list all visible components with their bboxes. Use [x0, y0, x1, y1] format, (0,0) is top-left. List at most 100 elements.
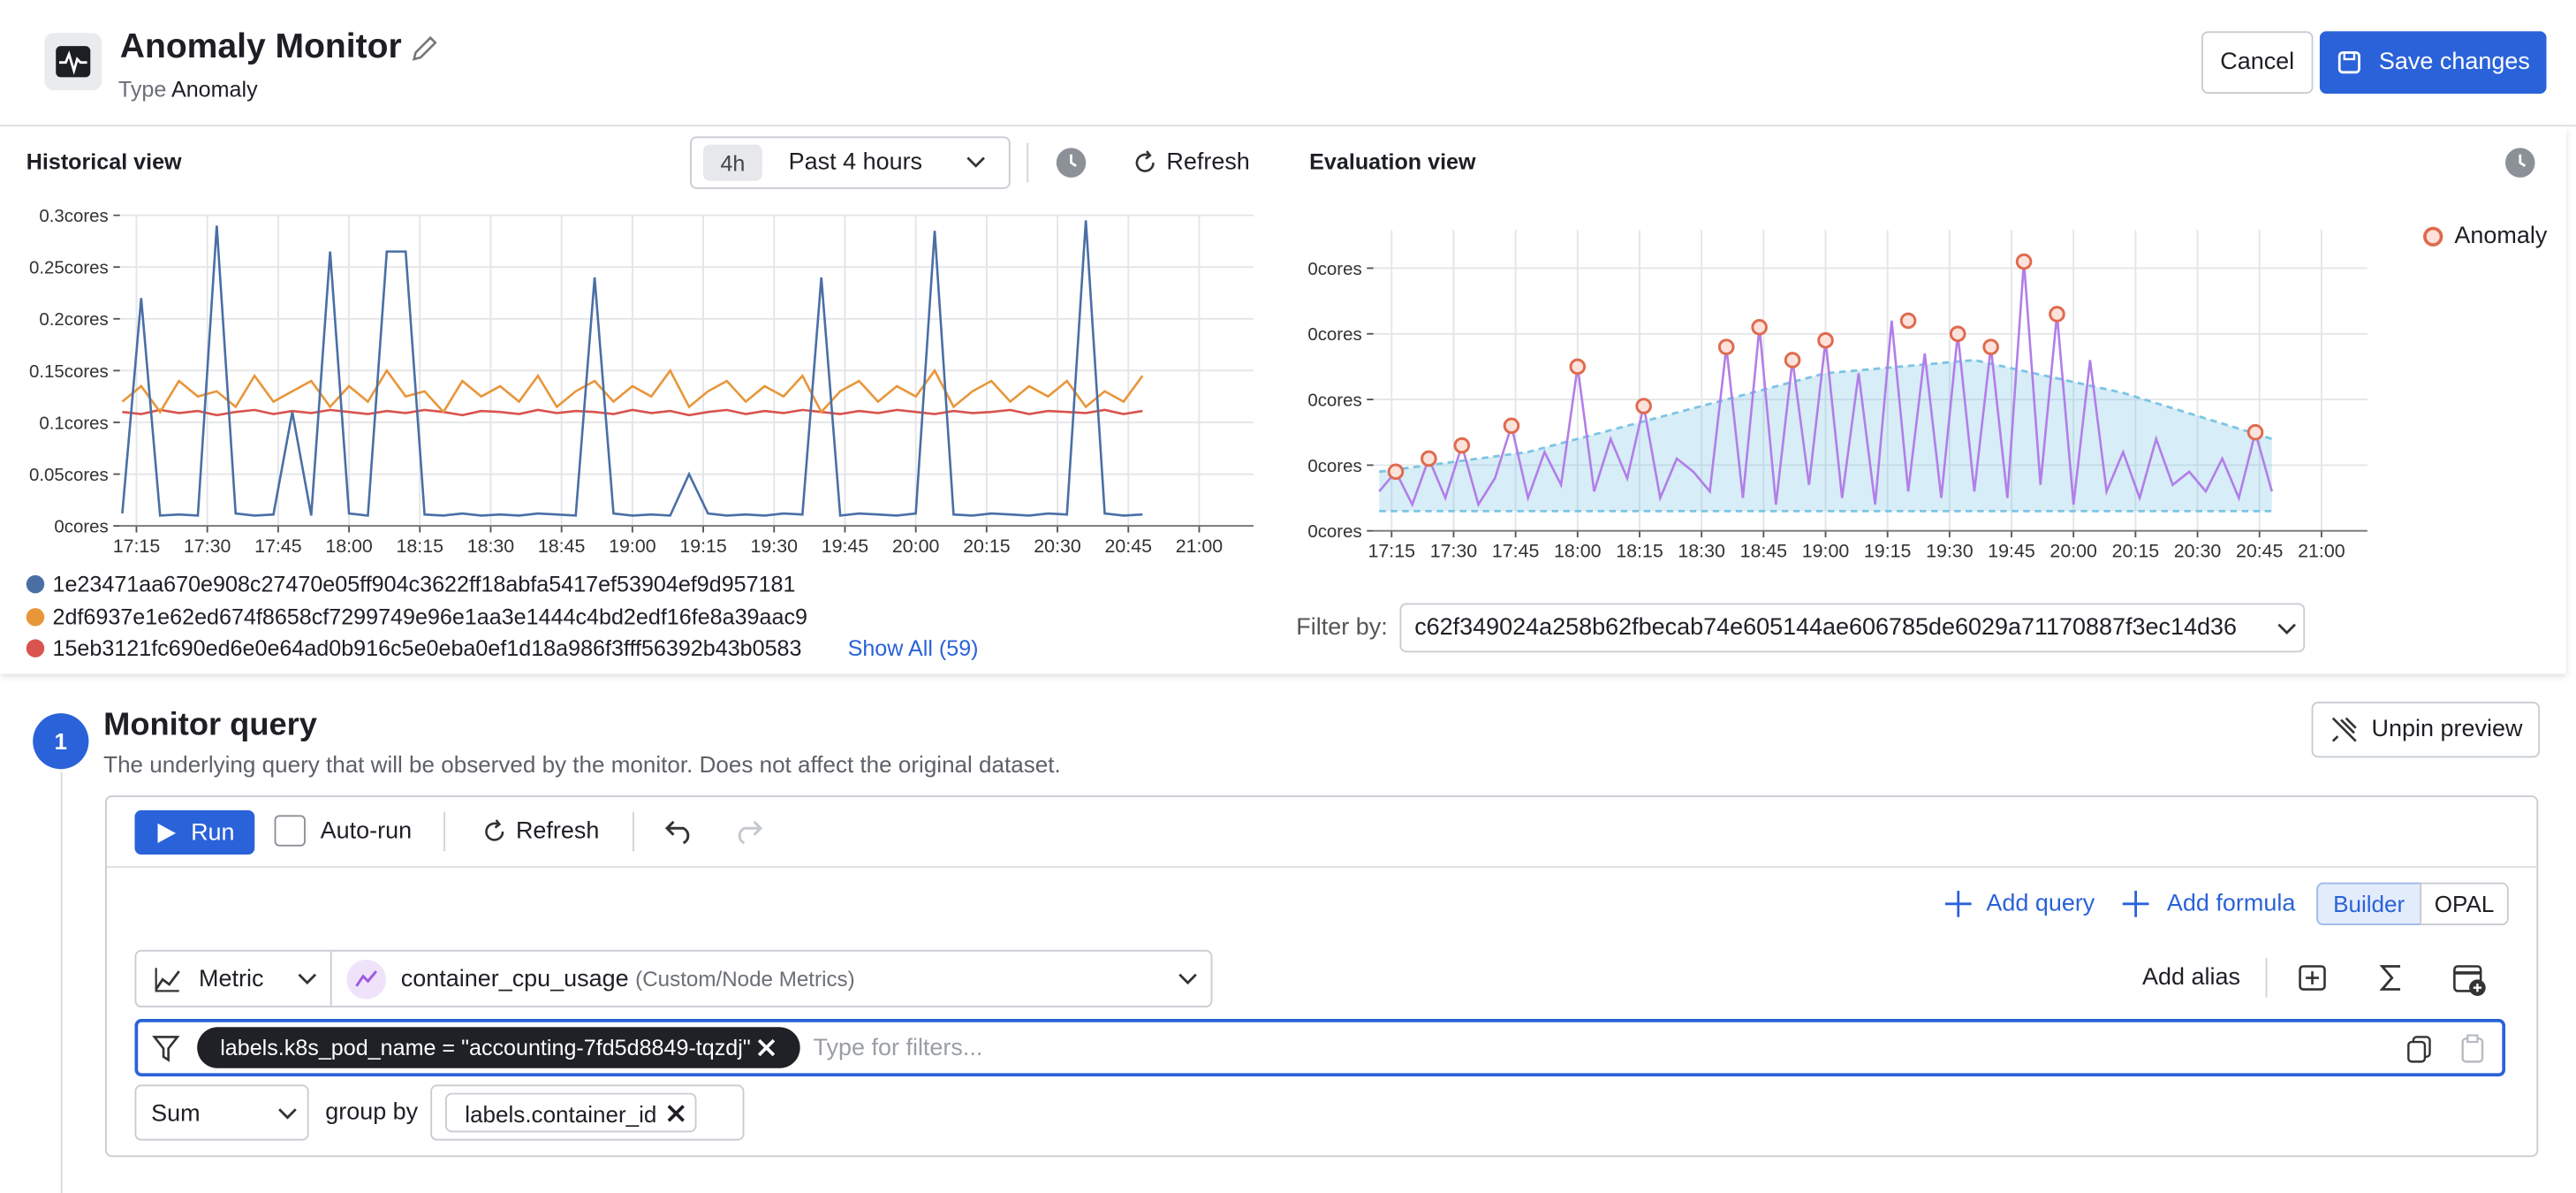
metric-selector[interactable]: Metric container_cpu_usage (Custom/Node …: [134, 950, 1212, 1007]
filter-placeholder: Type for filters...: [814, 1036, 983, 1062]
remove-icon[interactable]: [665, 1103, 686, 1124]
y-tick-label: 0cores: [1307, 324, 1361, 345]
x-tick-label: 18:00: [325, 536, 373, 557]
separator: [443, 812, 445, 852]
x-tick-label: 19:15: [1864, 540, 1912, 561]
add-panel-icon[interactable]: [2297, 961, 2330, 994]
chevron: [965, 153, 988, 172]
x-tick-label: 18:00: [1554, 540, 1602, 561]
x-tick-label: 19:30: [1926, 540, 1974, 561]
separator: [330, 952, 332, 1006]
opal-toggle[interactable]: OPAL: [2420, 883, 2508, 925]
legend-item[interactable]: 2df6937e1e62ed674f8658cf7299749e96e1aa3e…: [27, 604, 807, 628]
anomaly-point: [1785, 353, 1799, 368]
refresh-icon: [481, 818, 508, 845]
aggregation-select[interactable]: Sum: [134, 1084, 308, 1140]
plus-icon: [1943, 889, 1973, 918]
group-by-input[interactable]: labels.container_id: [430, 1084, 744, 1140]
auto-run-label: Auto-run: [321, 818, 412, 845]
anomaly-point: [1571, 360, 1585, 374]
x-tick-label: 19:45: [822, 536, 868, 557]
group-by-label: group by: [325, 1099, 418, 1126]
legend-label: 15eb3121fc690ed6e0e64ad0b916c5e0eba0ef1d…: [53, 636, 802, 661]
range-label: Past 4 hours: [789, 149, 922, 176]
separator: [2266, 958, 2268, 998]
redo-button[interactable]: [731, 817, 764, 846]
anomaly-point: [2050, 308, 2065, 322]
legend-item[interactable]: 15eb3121fc690ed6e0e64ad0b916c5e0eba0ef1d…: [27, 636, 802, 661]
run-button[interactable]: Run: [134, 810, 254, 855]
evaluation-title: Evaluation view: [1309, 149, 1475, 174]
metric-source: (Custom/Node Metrics): [635, 967, 855, 992]
anomaly-point: [1455, 438, 1469, 452]
metric-name-line: container_cpu_usage (Custom/Node Metrics…: [401, 967, 855, 993]
divider: [107, 866, 2536, 868]
undo-button[interactable]: [663, 817, 696, 846]
monitor-icon: [44, 33, 102, 90]
anomaly-legend-marker: [2421, 225, 2444, 248]
legend-swatch: [27, 607, 44, 625]
refresh-label: Refresh: [516, 818, 599, 845]
anomaly-point: [1753, 321, 1767, 335]
legend-item[interactable]: 1e23471aa670e908c27470e05ff904c3622ff18a…: [27, 572, 796, 596]
copy-icon[interactable]: [2406, 1034, 2435, 1063]
builder-toggle[interactable]: Builder: [2316, 883, 2421, 925]
legend-swatch: [27, 575, 44, 593]
edit-icon[interactable]: [409, 33, 442, 65]
clock-icon[interactable]: [1055, 147, 1087, 179]
unpin-label: Unpin preview: [2372, 717, 2523, 743]
clock-icon[interactable]: [2504, 147, 2536, 179]
x-tick-label: 19:00: [609, 536, 656, 557]
separator: [633, 812, 634, 852]
x-tick-label: 21:00: [2298, 540, 2345, 561]
filter-chip[interactable]: labels.k8s_pod_name = "accounting-7fd5d8…: [197, 1027, 800, 1068]
filter-select[interactable]: c62f349024a258b62fbecab74e605144ae606785…: [1399, 604, 2305, 653]
y-tick-label: 0cores: [54, 517, 108, 537]
y-tick-label: 0cores: [1307, 456, 1361, 476]
plus-icon: [2121, 889, 2150, 918]
unpin-button[interactable]: Unpin preview: [2312, 702, 2540, 757]
anomaly-point: [2017, 255, 2031, 269]
paste-icon[interactable]: [2458, 1034, 2487, 1063]
auto-run-checkbox[interactable]: [275, 815, 306, 846]
add-formula-button[interactable]: Add formula: [2121, 889, 2295, 918]
add-query-label: Add query: [1986, 891, 2095, 917]
cancel-button[interactable]: Cancel: [2201, 31, 2313, 94]
anomaly-point: [1504, 419, 1519, 433]
x-tick-label: 19:45: [1988, 540, 2035, 561]
chevron: [2276, 619, 2299, 639]
sum-icon[interactable]: [2375, 961, 2408, 994]
opal-label: OPAL: [2435, 891, 2495, 917]
x-tick-label: 17:45: [254, 536, 302, 557]
metric-type: Metric: [199, 967, 263, 993]
anomaly-point: [1719, 340, 1733, 354]
show-all-link[interactable]: Show All (59): [848, 636, 979, 661]
add-alias-button[interactable]: Add alias: [2142, 965, 2240, 992]
anomaly-point: [1422, 452, 1436, 466]
x-tick-label: 20:45: [1105, 536, 1153, 557]
x-tick-label: 17:15: [1368, 540, 1416, 561]
table-add-icon[interactable]: [2451, 961, 2488, 998]
filter-label: Filter by:: [1296, 615, 1387, 642]
y-tick-label: 0.3cores: [39, 206, 108, 226]
y-tick-label: 0.05cores: [29, 465, 109, 485]
x-tick-label: 20:15: [2112, 540, 2159, 561]
save-button[interactable]: Save changes: [2320, 31, 2547, 94]
refresh-button[interactable]: Refresh: [481, 818, 599, 845]
x-tick-label: 17:45: [1492, 540, 1540, 561]
separator: [1027, 143, 1028, 183]
y-tick-label: 0cores: [1307, 521, 1361, 542]
section-title: Monitor query: [103, 707, 317, 745]
add-query-button[interactable]: Add query: [1943, 889, 2095, 918]
time-range-select[interactable]: 4h Past 4 hours: [690, 136, 1011, 189]
x-tick-label: 18:45: [1740, 540, 1788, 561]
metric-name: container_cpu_usage: [401, 967, 629, 993]
filter-icon: [151, 1034, 180, 1063]
legend-label: Anomaly: [2454, 224, 2547, 250]
remove-icon[interactable]: [755, 1037, 777, 1058]
x-tick-label: 20:30: [1034, 536, 1081, 557]
y-tick-label: 0.1cores: [39, 413, 108, 433]
x-tick-label: 17:30: [184, 536, 231, 557]
filter-input[interactable]: labels.k8s_pod_name = "accounting-7fd5d8…: [134, 1019, 2505, 1076]
refresh-button[interactable]: Refresh: [1132, 149, 1249, 176]
